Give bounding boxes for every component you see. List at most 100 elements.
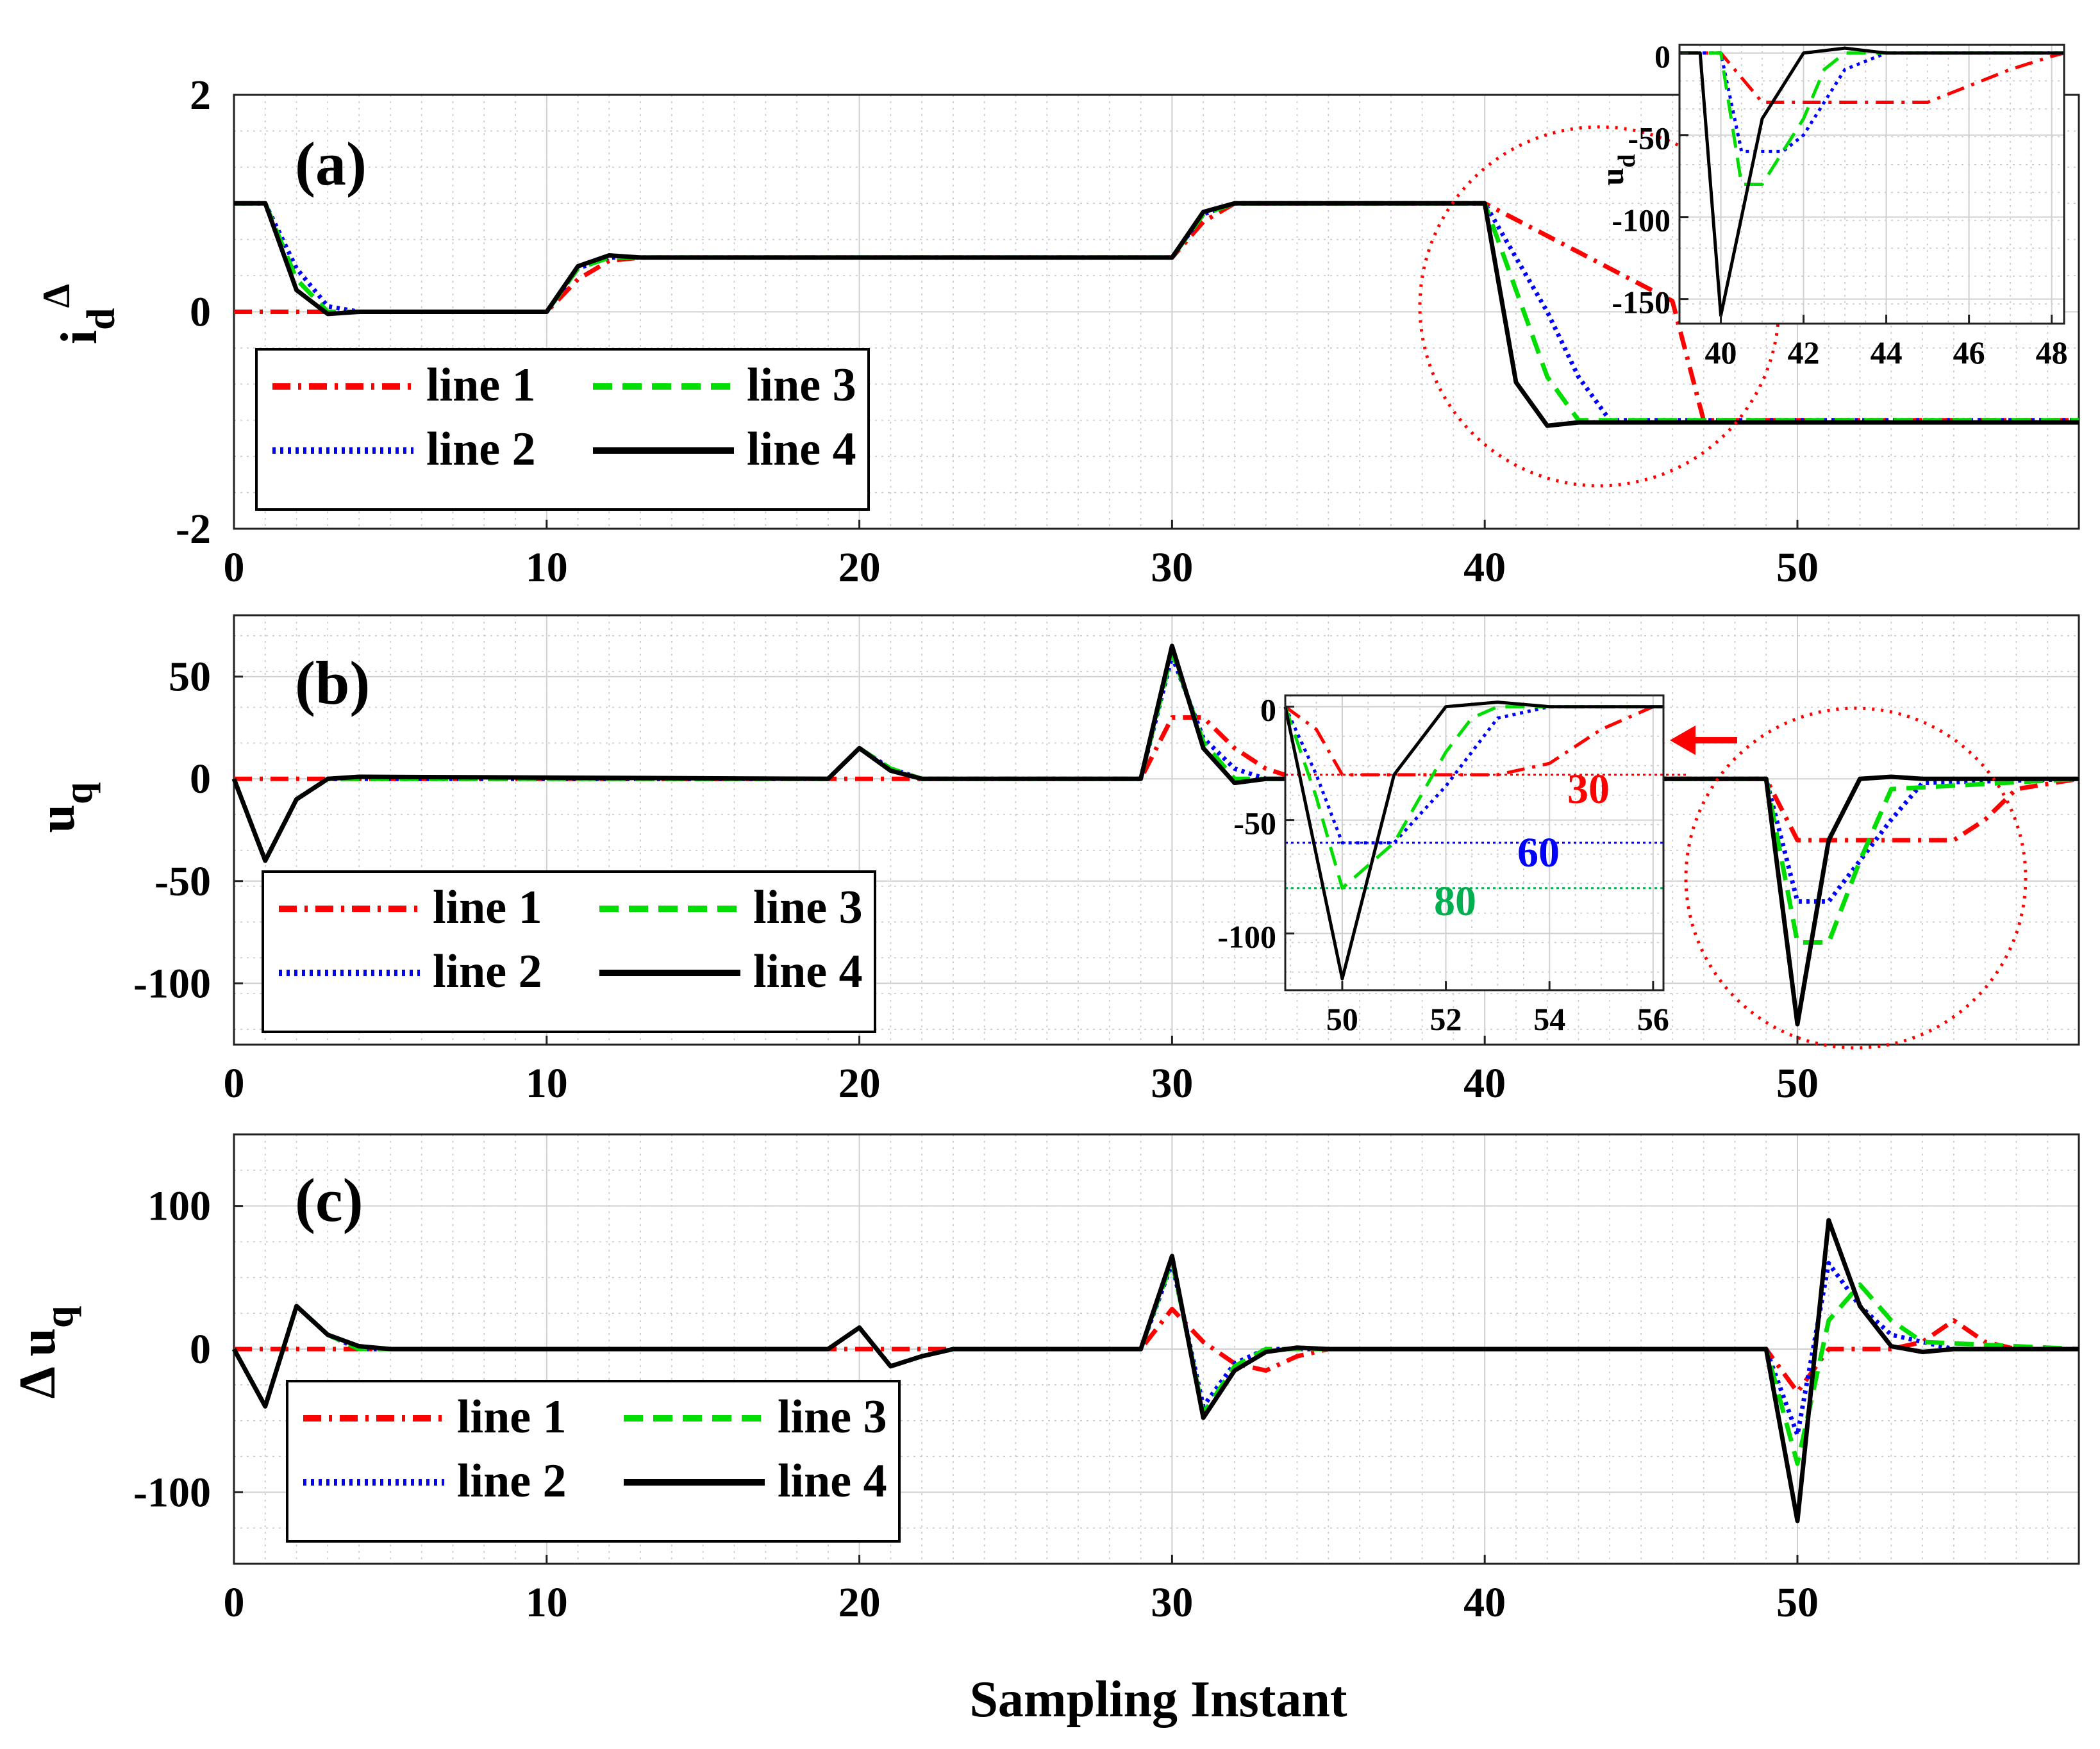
y-label-main-c: Δ u	[10, 1328, 66, 1398]
x-tick-label-a: 50	[1776, 544, 1819, 591]
y-tick-label-inset-b: -50	[1233, 806, 1276, 841]
legend-label-line-4-b: line 4	[753, 945, 863, 998]
zoom-circle-b	[1684, 706, 2028, 1050]
x-tick-label-a: 30	[1151, 544, 1193, 591]
legend-label-line-1-c: line 1	[457, 1391, 567, 1443]
x-tick-label-inset-b: 52	[1430, 1001, 1462, 1037]
inset-series-b	[1283, 700, 1663, 981]
x-tick-label-b: 20	[838, 1060, 881, 1107]
inset-annotation-80: 80	[1434, 878, 1476, 925]
y-tick-label-b: -50	[154, 858, 211, 905]
inset-box-a	[1678, 44, 2065, 325]
y-tick-label-b: -100	[133, 960, 211, 1007]
x-tick-label-c: 30	[1151, 1579, 1193, 1626]
series-line-1-inset-a	[1679, 51, 2065, 104]
y-tick-label-a: -2	[176, 506, 211, 552]
series-line-2-b	[231, 654, 2079, 904]
x-tick-label-b: 0	[224, 1060, 245, 1107]
series-line-4-b	[231, 643, 2079, 1027]
y-tick-label-inset-a: -150	[1612, 285, 1671, 320]
panel-label-a: (a)	[295, 129, 367, 198]
y-tick-label-inset-a: 0	[1654, 38, 1671, 74]
y-axis-label-a: idΔ	[35, 284, 123, 344]
legend-box-c	[286, 1380, 901, 1543]
x-tick-label-c: 0	[224, 1579, 245, 1626]
legend-a: line 1 line 3 line 2 line 4	[255, 348, 870, 511]
x-tick-label-c: 40	[1463, 1579, 1506, 1626]
y-label-sub-b: q	[57, 783, 101, 804]
panel-label-b: (b)	[295, 649, 370, 717]
y-tick-label-c: -100	[133, 1469, 211, 1516]
series-line-1-c	[234, 1306, 2079, 1395]
x-tick-label-a: 0	[224, 544, 245, 591]
panel-label-c: (c)	[295, 1166, 363, 1234]
inset-background-a	[1679, 45, 2064, 324]
x-tick-label-a: 10	[526, 544, 568, 591]
y-label-main-b: u	[29, 804, 85, 833]
panel-c: 0 10 20 30 40 50 100 0 -100 (c) Δ uq line 1 line …	[10, 1133, 2080, 1626]
legend-label-line-3-b: line 3	[753, 881, 863, 934]
x-tick-label-b: 30	[1151, 1060, 1193, 1107]
legend-label-line-4-a: line 4	[747, 423, 856, 476]
inset-annotation-30: 30	[1567, 766, 1610, 813]
legend-label-line-2-c: line 2	[457, 1455, 567, 1507]
x-tick-label-inset-b: 56	[1637, 1001, 1669, 1037]
series-line-2-inset-a	[1679, 51, 2064, 153]
legend-label-line-3-a: line 3	[747, 359, 856, 411]
series-line-4-inset-a	[1679, 46, 2064, 317]
x-tick-label-inset-a: 46	[1953, 335, 1985, 370]
inset-grid-a	[1679, 45, 2064, 324]
y-tick-label-inset-b: 0	[1260, 692, 1276, 728]
y-label-sub-c: q	[38, 1306, 81, 1328]
x-tick-label-inset-b: 50	[1326, 1001, 1358, 1037]
x-tick-label-b: 10	[526, 1060, 568, 1107]
legend-b: line 1 line 3 line 2 line 4	[262, 870, 876, 1033]
x-tick-label-b: 40	[1463, 1060, 1506, 1107]
svg-text:idΔ: idΔ	[35, 284, 123, 344]
series-line-4-inset-b	[1283, 700, 1663, 981]
inset-box-b	[1284, 694, 1665, 991]
y-tick-label-a: 0	[190, 289, 211, 336]
series-line-1-inset-b	[1284, 705, 1663, 777]
x-tick-label-inset-a: 48	[2036, 335, 2068, 370]
x-tick-label-inset-a: 40	[1705, 335, 1737, 370]
x-tick-label-c: 20	[838, 1579, 881, 1626]
inset-y-label-a: ud	[1594, 154, 1640, 186]
x-tick-label-a: 40	[1463, 544, 1506, 591]
y-tick-label-b: 50	[169, 654, 211, 700]
y-tick-label-inset-a: -100	[1612, 203, 1671, 238]
series-line-1-b	[234, 715, 2079, 843]
x-tick-label-inset-a: 42	[1788, 335, 1820, 370]
axes-box-b	[233, 614, 2080, 1046]
y-label-main-a: i	[51, 330, 108, 344]
inset-ticks-a: 40 42 44 46 48 0 -50 -100 -150	[1612, 38, 2067, 370]
series-line-1-a	[234, 201, 2079, 423]
x-tick-label-c: 50	[1776, 1579, 1819, 1626]
series-line-4-a	[234, 201, 2079, 428]
series-line-4-c	[231, 1218, 2079, 1523]
inset-a: 40 42 44 46 48 0 -50 -100 -150 ud	[1594, 38, 2068, 370]
inset-series-a	[1679, 46, 2065, 317]
legend-label-line-1-b: line 1	[433, 881, 542, 934]
x-tick-label-inset-b: 54	[1533, 1001, 1565, 1037]
y-tick-label-b: 0	[190, 756, 211, 802]
y-tick-label-a: 2	[190, 72, 211, 119]
series-line-3-inset-b	[1283, 705, 1663, 890]
y-axis-label-c: Δ uq	[10, 1306, 81, 1399]
x-tick-label-b: 50	[1776, 1060, 1819, 1107]
y-tick-label-c: 100	[147, 1183, 211, 1230]
y-axis-label-b: uq	[29, 783, 101, 833]
series-line-2-inset-b	[1283, 705, 1663, 845]
y-tick-label-c: 0	[190, 1326, 211, 1373]
y-label-sup-a: Δ	[35, 284, 78, 308]
x-tick-label-inset-a: 44	[1871, 335, 1903, 370]
series-line-3-a	[234, 201, 2079, 423]
legend-label-line-3-c: line 3	[778, 1391, 887, 1443]
legend-label-line-2-b: line 2	[433, 945, 542, 998]
inset-background-b	[1285, 695, 1663, 990]
x-tick-label-c: 10	[526, 1579, 568, 1626]
zoom-arrow-b	[1670, 725, 1737, 755]
